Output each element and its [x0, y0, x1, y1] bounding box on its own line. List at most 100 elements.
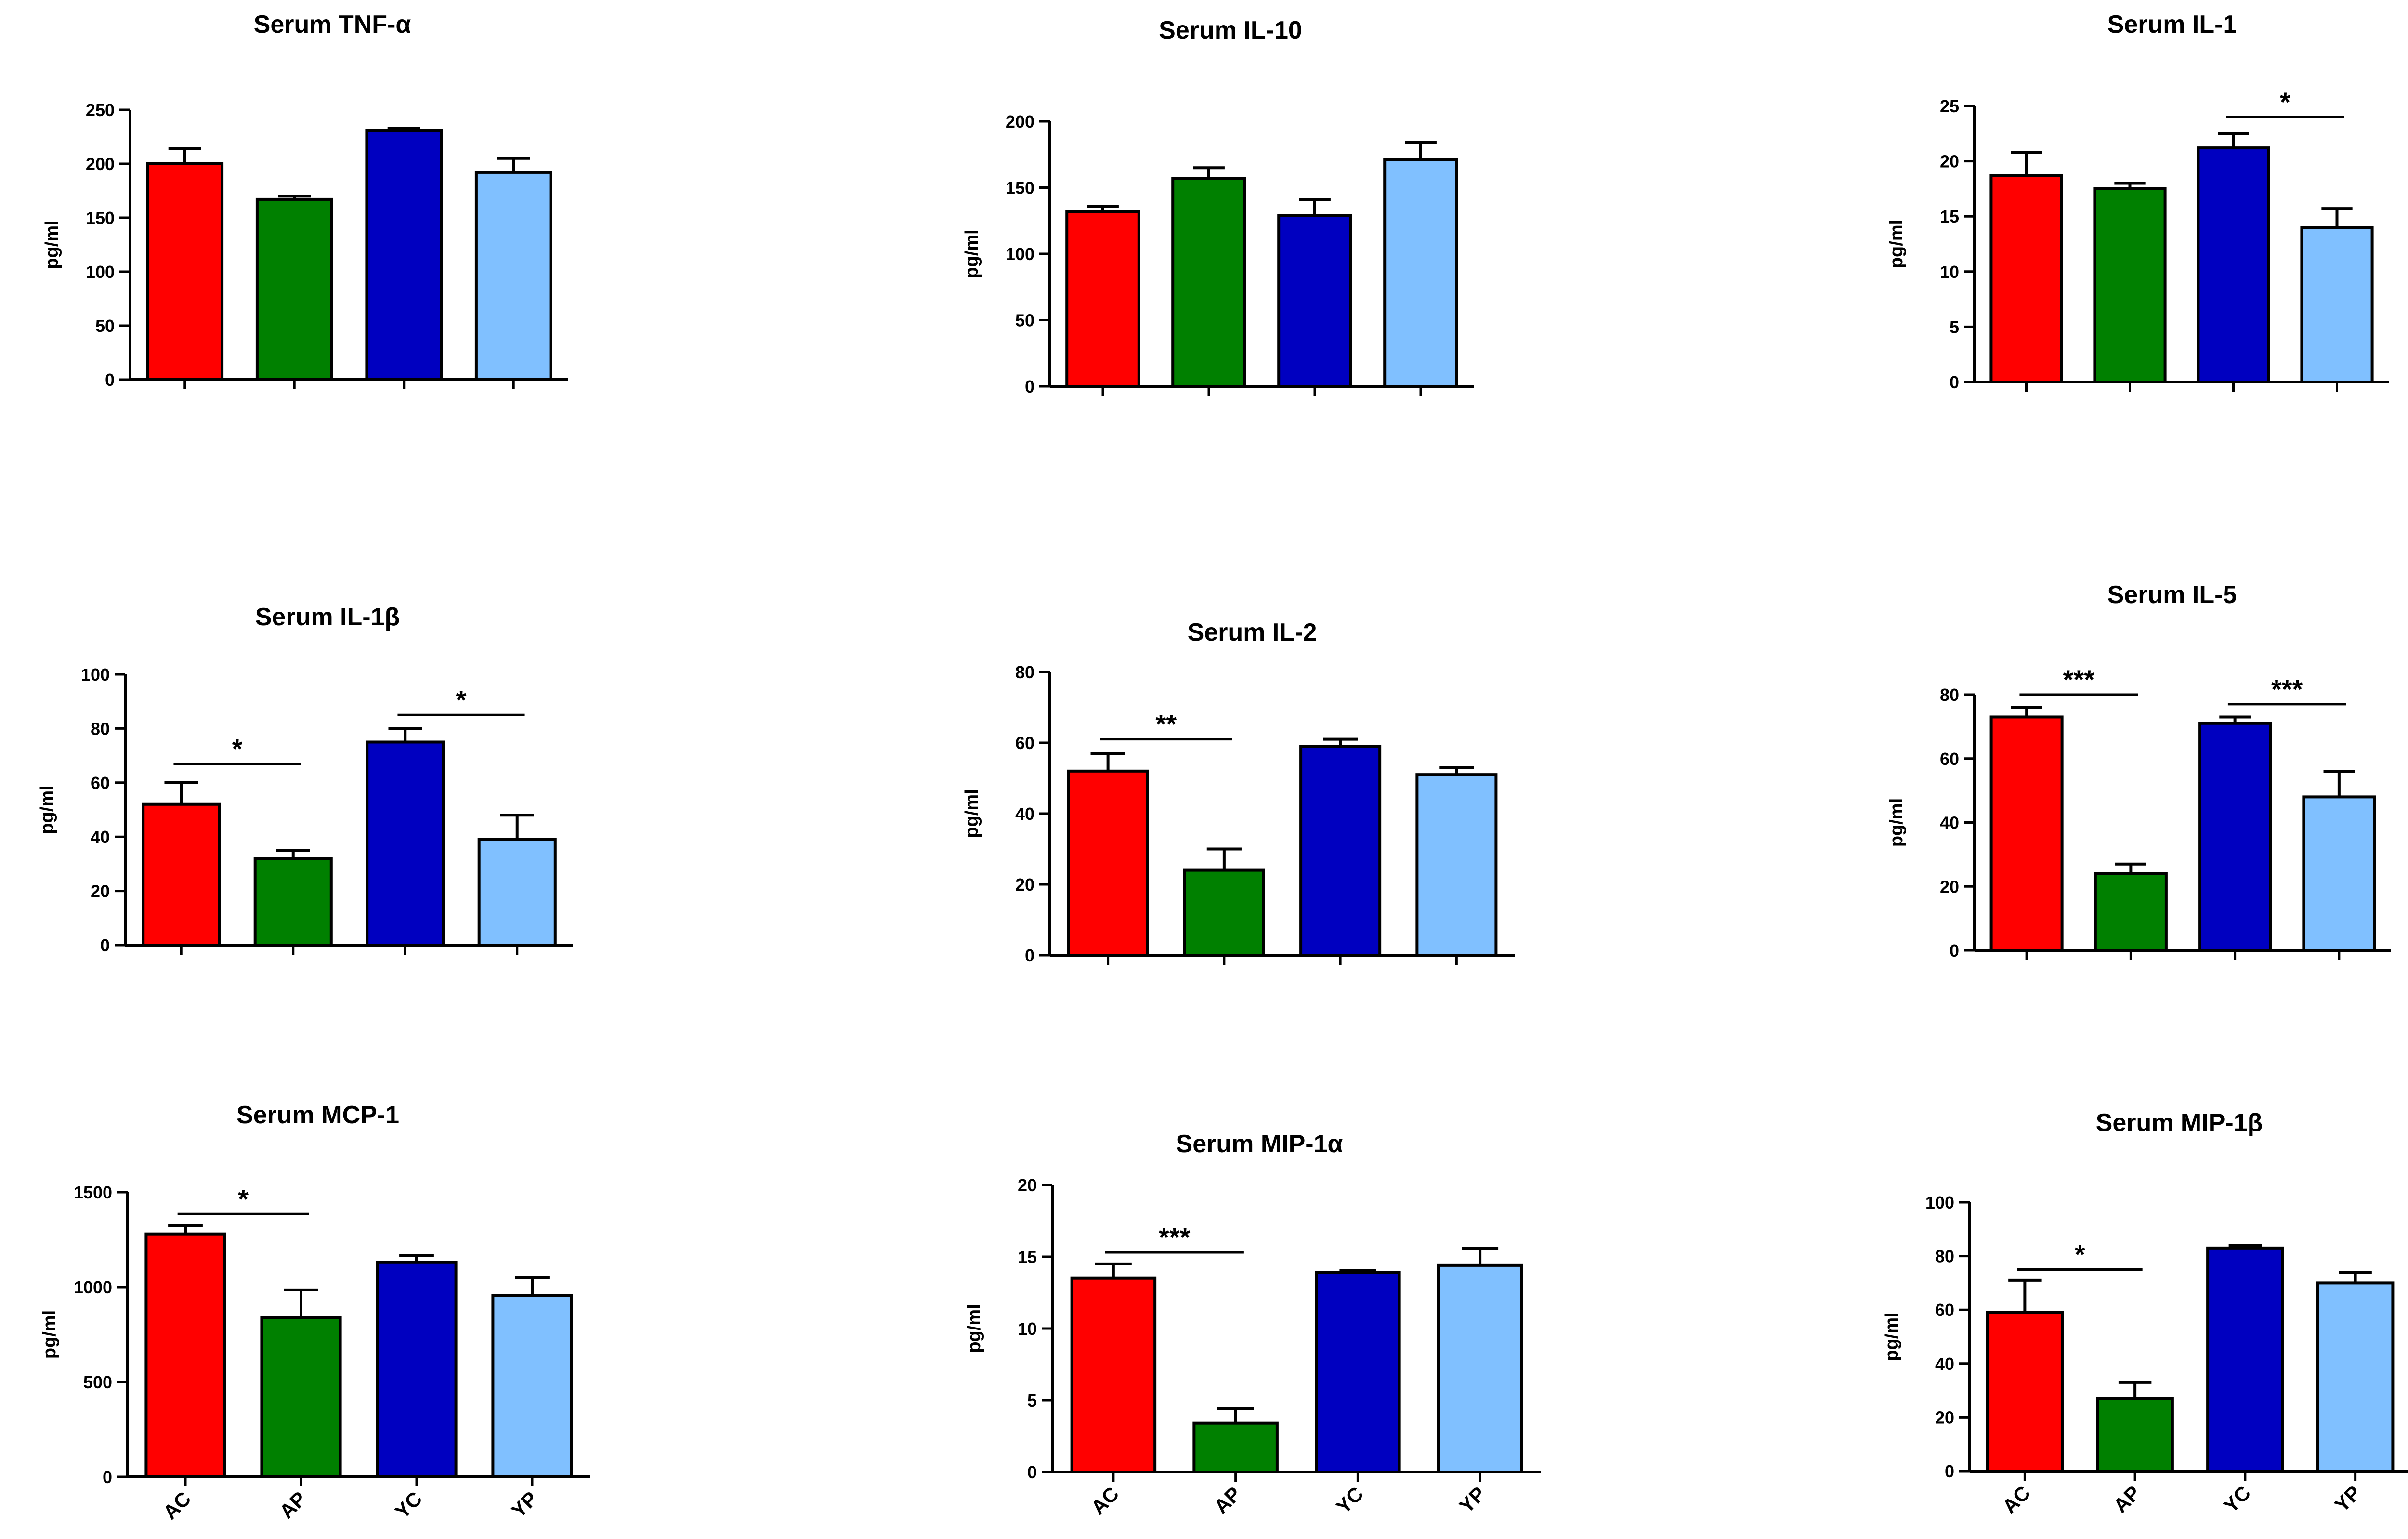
y-axis-label: pg/ml: [37, 785, 57, 834]
y-axis-label: pg/ml: [1882, 1312, 1902, 1361]
y-tick-label: 1500: [74, 1183, 112, 1202]
y-tick-label: 5: [1950, 317, 1959, 337]
y-tick-label: 50: [95, 316, 115, 336]
chart-title: Serum TNF-α: [254, 11, 411, 39]
bar-ap: [260, 1316, 342, 1479]
bar-yc: [376, 1261, 458, 1479]
y-axis-label: pg/ml: [1886, 220, 1907, 268]
y-tick-label: 80: [1935, 1247, 1954, 1266]
y-tick-label: 50: [1015, 311, 1034, 330]
bar-ac: [146, 162, 224, 381]
y-tick-label: 250: [86, 100, 115, 120]
chart-panel-9: Serum MIP-1β pg/ml 0 20 40 60 80 100 AC AP YC YP *: [1882, 1109, 2408, 1518]
chart-title: Serum MCP-1: [236, 1101, 399, 1129]
y-tick-label: 0: [1025, 377, 1034, 396]
y-axis-label: pg/ml: [1886, 798, 1907, 847]
bar-ap: [1192, 1421, 1279, 1473]
bar-yp: [491, 1294, 573, 1478]
bar-ap: [255, 197, 333, 381]
bar-yp: [2316, 1281, 2395, 1473]
y-tick-label: 100: [86, 262, 115, 282]
x-category-label: YP: [2330, 1481, 2365, 1516]
x-category-label: YP: [1455, 1482, 1490, 1517]
significance-marker: *: [456, 684, 467, 715]
bar-ap: [2093, 187, 2167, 383]
chart-title: Serum MIP-1β: [2096, 1109, 2263, 1137]
bar-yc: [2197, 146, 2270, 383]
y-tick-label: 100: [81, 665, 110, 684]
y-tick-label: 15: [1940, 207, 1959, 226]
y-axis-label: pg/ml: [962, 229, 982, 278]
bar-yc: [1315, 1271, 1401, 1474]
y-tick-label: 60: [91, 773, 110, 793]
y-tick-label: 20: [1015, 875, 1034, 894]
y-tick-label: 0: [1950, 372, 1959, 392]
chart-panel-4: Serum IL-1β pg/ml 0 20 40 60 80 100 * *: [37, 603, 573, 955]
chart-panel-1: Serum TNF-α pg/ml 0 50 100 150 200 250: [42, 11, 568, 390]
y-tick-label: 500: [83, 1372, 112, 1392]
y-tick-label: 0: [1950, 941, 1959, 960]
chart-panel-8: Serum MIP-1α pg/ml 0 5 10 15 20 AC AP YC YP ***: [964, 1130, 1541, 1519]
y-axis-label: pg/ml: [39, 1310, 60, 1359]
y-tick-label: 200: [86, 154, 115, 174]
bar-ac: [1986, 1311, 2064, 1473]
y-tick-label: 20: [1940, 152, 1959, 171]
bar-yc: [365, 129, 443, 381]
bar-ac: [1989, 174, 2063, 383]
x-category-label: AP: [2109, 1481, 2145, 1517]
y-tick-label: 60: [1935, 1300, 1954, 1320]
y-tick-label: 0: [103, 1467, 112, 1487]
y-tick-label: 20: [1940, 877, 1959, 896]
y-tick-label: 0: [1025, 946, 1034, 965]
y-tick-label: 100: [1925, 1193, 1954, 1212]
significance-marker: *: [238, 1184, 249, 1214]
significance-marker: *: [232, 733, 243, 763]
chart-panel-2: Serum IL-10 pg/ml 0 50 100 150 200: [962, 16, 1474, 396]
y-tick-label: 5: [1027, 1391, 1037, 1410]
x-category-label: YP: [507, 1487, 542, 1522]
significance-marker: **: [1155, 709, 1177, 739]
significance-marker: *: [2075, 1239, 2085, 1270]
y-tick-label: 40: [1935, 1354, 1954, 1374]
bar-yp: [474, 171, 552, 381]
y-axis-label: pg/ml: [962, 789, 982, 838]
bar-yp: [477, 838, 557, 947]
chart-panel-3: Serum IL-1 pg/ml 0 5 10 15 20 25 *: [1886, 11, 2389, 392]
x-category-label: AC: [1998, 1481, 2035, 1518]
chart-panel-7: Serum MCP-1 pg/ml 0 500 1000 1500 AC AP YC YP *: [39, 1101, 590, 1524]
bar-ac: [1065, 210, 1140, 388]
bar-ap: [2096, 1397, 2174, 1473]
y-tick-label: 80: [1940, 685, 1959, 705]
bar-ap: [2094, 872, 2168, 952]
chart-panel-5: Serum IL-2 pg/ml 0 20 40 60 80 **: [962, 618, 1515, 965]
y-tick-label: 150: [86, 208, 115, 228]
bar-ac: [142, 802, 221, 947]
y-axis-label: pg/ml: [964, 1304, 984, 1353]
x-category-label: AC: [1086, 1482, 1123, 1519]
y-tick-label: 60: [1015, 733, 1034, 753]
bar-yp: [1437, 1263, 1523, 1473]
bar-yc: [1299, 745, 1382, 957]
bar-yp: [1415, 773, 1498, 957]
bar-yc: [366, 740, 445, 947]
chart-title: Serum MIP-1α: [1176, 1130, 1343, 1158]
y-tick-label: 0: [1945, 1461, 1954, 1481]
x-category-label: AP: [275, 1487, 311, 1523]
bar-yp: [1383, 158, 1458, 388]
bar-ac: [1067, 769, 1149, 957]
y-tick-label: 10: [1940, 262, 1959, 282]
bar-ac: [144, 1232, 226, 1478]
bar-ac: [1070, 1276, 1157, 1473]
y-tick-label: 150: [1006, 178, 1034, 198]
x-category-label: AP: [1209, 1482, 1245, 1518]
bar-yc: [2198, 722, 2272, 952]
y-tick-label: 0: [1027, 1462, 1037, 1482]
significance-marker: ***: [1159, 1222, 1191, 1252]
y-tick-label: 10: [1018, 1319, 1037, 1339]
chart-title: Serum IL-10: [1159, 16, 1302, 44]
y-tick-label: 0: [100, 935, 110, 955]
x-category-label: AC: [158, 1487, 195, 1524]
y-tick-label: 100: [1006, 244, 1034, 264]
chart-title: Serum IL-1: [2107, 11, 2237, 39]
chart-title: Serum IL-5: [2107, 581, 2237, 609]
